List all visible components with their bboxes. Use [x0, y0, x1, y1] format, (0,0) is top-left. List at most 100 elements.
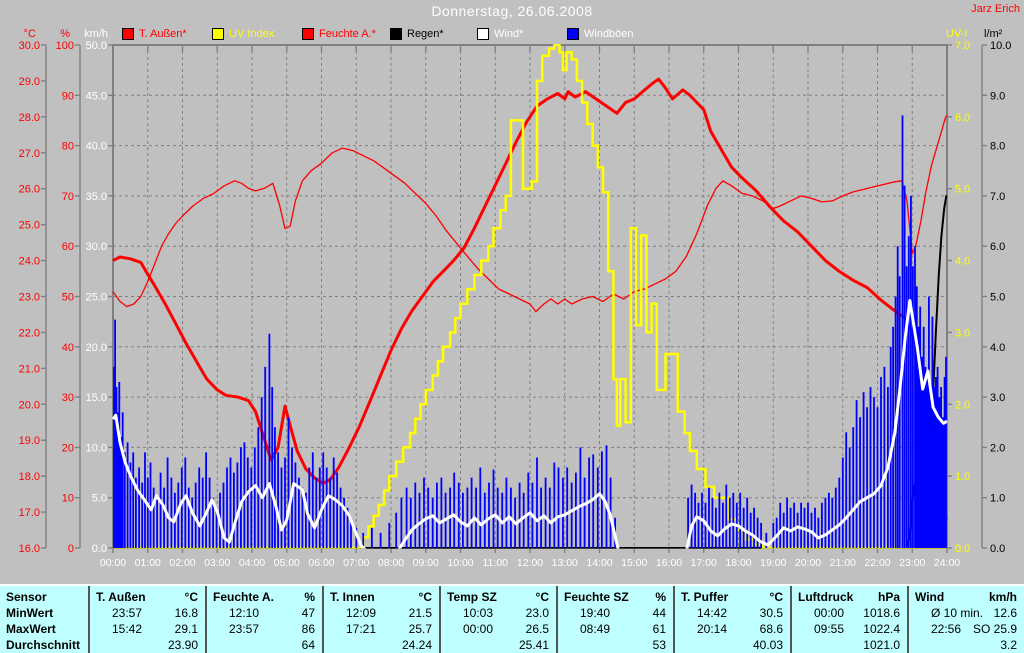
stat-time: 15:42: [112, 622, 143, 636]
x-tick-label: 00:00: [100, 557, 126, 569]
axis-tick-label: 20.0: [86, 342, 107, 354]
axis-tick-label: 4.0: [990, 342, 1005, 354]
legend-swatch: [212, 28, 224, 40]
stat-time: [681, 637, 697, 653]
axis-tick-label: 3.0: [990, 392, 1005, 404]
stat-unit: hPa: [877, 590, 900, 604]
stat-unit: °C: [769, 590, 783, 604]
axis-tick-label: 27.0: [19, 148, 40, 160]
stat-value: 44: [652, 606, 666, 620]
axis-temperature: 16.0 17.0 18.0 19.0 20.0 21.0 22.0 23.0 24.0 25.0…: [19, 40, 47, 555]
x-tick-label: 16:00: [656, 557, 682, 569]
stat-value: 21.5: [408, 606, 432, 620]
legend-item: Wind*: [477, 28, 523, 40]
stat-time: 00:00: [463, 622, 494, 636]
series-temp_out: [112, 77, 948, 521]
axis-tick-label: 50.0: [86, 40, 107, 52]
chart-canvas: 16.0 17.0 18.0 19.0 20.0 21.0 22.0 23.0 24.0 25.0…: [19, 28, 1012, 569]
axis-tick-label: 16.0: [19, 543, 40, 555]
axis-tick-label: 20: [62, 442, 74, 454]
axis-tick-label: 5.0: [92, 493, 107, 505]
x-tick-label: 20:00: [795, 557, 821, 569]
axis-unit-label: %: [60, 28, 70, 40]
legend-label: UV Index: [229, 28, 275, 40]
stat-sensor-name: T. Außen: [96, 590, 146, 604]
chart-title: Donnerstag, 26.06.2008: [431, 3, 593, 19]
axis-unit-label: km/h: [84, 28, 108, 40]
axis-tick-label: 6.0: [955, 112, 970, 124]
axis-tick-label: 21.0: [19, 363, 40, 375]
axis-uv: 0.0 1.0 2.0 3.0 4.0 5.0 6.0 7.0: [947, 40, 970, 555]
stat-time: 10:03: [463, 606, 494, 620]
stat-value: 25.7: [408, 622, 432, 636]
axis-tick-label: 2.0: [955, 399, 970, 411]
stat-sensor-name: Temp SZ: [447, 590, 497, 604]
legend-swatch: [477, 28, 489, 40]
stats-table: Sensor MinWert MaxWert Durchschnitt T. Außen…: [0, 584, 1024, 653]
stats-column: Temp SZ °C 10:03 23.0 00:00 26.5 25.41: [439, 586, 556, 653]
stats-row-label: Sensor: [6, 590, 47, 604]
x-tick-label: 01:00: [135, 557, 161, 569]
legend-item: Windböen: [567, 28, 634, 40]
stat-value: 61: [652, 622, 666, 636]
stat-time: [213, 637, 229, 653]
axis-unit-label: l/m²: [984, 28, 1003, 40]
legend-item: Feuchte A.*: [302, 28, 376, 40]
axis-tick-label: 25.0: [19, 220, 40, 232]
axis-tick-label: 9.0: [990, 90, 1005, 102]
stats-column: T. Innen °C 12:09 21.5 17:21 25.7 24.24: [322, 586, 439, 653]
legend-label: Wind*: [494, 28, 524, 40]
x-tick-label: 22:00: [864, 557, 890, 569]
stat-sensor-name: Wind: [915, 590, 945, 604]
stat-value: 40.03: [752, 638, 783, 652]
chart-legend: T. Außen* UV Index Feuchte A.* Regen* Wind* W…: [0, 0, 1024, 42]
axis-tick-label: 30.0: [86, 241, 107, 253]
axis-tick-label: 30.0: [19, 40, 40, 52]
axis-humidity: 0 10 20 30 40 50 60 70 80 90 100: [56, 40, 81, 555]
x-axis: 00:00 01:00 02:00 03:00 04:00 05:00 06:00 07:00…: [100, 45, 960, 569]
stat-value: 68.6: [759, 622, 783, 636]
series-wind: [112, 299, 948, 549]
stat-time: 23:57: [229, 622, 260, 636]
axis-tick-label: 0.0: [990, 543, 1005, 555]
axis-tick-label: 25.0: [86, 292, 107, 304]
legend-item: T. Außen*: [122, 28, 187, 40]
axis-tick-label: 17.0: [19, 507, 40, 519]
axis-tick-label: 0.0: [92, 543, 107, 555]
axis-tick-label: 1.0: [955, 471, 970, 483]
stat-sensor-name: T. Innen: [330, 590, 375, 604]
x-tick-label: 24:00: [934, 557, 960, 569]
stat-unit: %: [655, 590, 666, 604]
axis-unit-label: UV-I: [946, 28, 967, 40]
axis-tick-label: 4.0: [955, 256, 970, 268]
axis-tick-label: 7.0: [955, 40, 970, 52]
axis-tick-label: 0.0: [955, 543, 970, 555]
x-tick-label: 05:00: [274, 557, 300, 569]
legend-swatch: [390, 28, 402, 40]
stat-value: 12.6: [993, 606, 1017, 620]
axis-tick-label: 5.0: [990, 292, 1005, 304]
axis-tick-label: 10.0: [990, 40, 1011, 52]
x-tick-label: 19:00: [760, 557, 786, 569]
stats-column: Wind km/h Ø 10 min. 12.6 22:56 SO 25.9 3.2: [907, 586, 1024, 653]
x-tick-label: 11:00: [483, 557, 509, 569]
stats-column: Luftdruck hPa 00:00 1018.6 09:55 1022.4 1021.0: [790, 586, 907, 653]
axis-wind: 0.0 5.0 10.0 15.0 20.0 25.0 30.0 35.0 40.0 45.0 50…: [86, 40, 113, 555]
axis-tick-label: 60: [62, 241, 74, 253]
x-tick-label: 15:00: [621, 557, 647, 569]
stats-row-labels: Sensor MinWert MaxWert Durchschnitt: [0, 586, 88, 653]
legend-label: Regen*: [407, 28, 444, 40]
legend-label: T. Außen*: [139, 28, 187, 40]
axis-tick-label: 45.0: [86, 90, 107, 102]
legend-item: Regen*: [390, 28, 444, 40]
axis-tick-label: 15.0: [86, 392, 107, 404]
x-tick-label: 18:00: [725, 557, 751, 569]
axis-tick-label: 30: [62, 392, 74, 404]
stat-sensor-name: Luftdruck: [798, 590, 854, 604]
stat-unit: °C: [535, 590, 549, 604]
axis-tick-label: 8.0: [990, 141, 1005, 153]
axis-tick-label: 70: [62, 191, 74, 203]
axis-tick-label: 80: [62, 141, 74, 153]
x-tick-label: 21:00: [830, 557, 856, 569]
